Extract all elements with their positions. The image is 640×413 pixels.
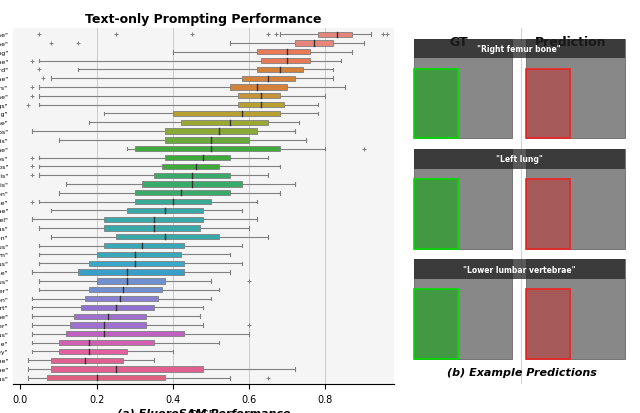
Bar bbox=[89, 261, 184, 266]
Bar bbox=[66, 331, 184, 337]
Bar bbox=[414, 40, 513, 139]
Bar bbox=[85, 296, 157, 301]
Bar bbox=[135, 147, 280, 152]
Bar bbox=[165, 138, 249, 143]
Bar bbox=[89, 287, 161, 293]
Bar bbox=[526, 69, 570, 139]
Bar bbox=[414, 290, 458, 359]
Text: (a) FluoroSAM Performance: (a) FluoroSAM Performance bbox=[116, 407, 290, 413]
Bar bbox=[526, 69, 570, 139]
Bar bbox=[59, 340, 154, 345]
Bar bbox=[104, 217, 204, 222]
Bar bbox=[414, 260, 513, 359]
Bar bbox=[165, 156, 230, 161]
Bar bbox=[414, 150, 625, 169]
Bar bbox=[116, 235, 219, 240]
Bar bbox=[257, 50, 310, 55]
Bar bbox=[238, 94, 280, 99]
Bar bbox=[97, 252, 180, 257]
Bar bbox=[414, 150, 513, 249]
Bar bbox=[51, 366, 204, 372]
Bar bbox=[295, 41, 333, 47]
Bar bbox=[165, 129, 257, 134]
Text: "Lower lumbar vertebrae": "Lower lumbar vertebrae" bbox=[463, 265, 575, 274]
Text: GT: GT bbox=[449, 36, 468, 49]
Bar bbox=[47, 375, 165, 380]
Bar bbox=[127, 208, 204, 214]
Bar bbox=[173, 112, 280, 117]
Bar bbox=[59, 349, 127, 354]
Text: Prediction: Prediction bbox=[535, 36, 607, 49]
Text: "Left lung": "Left lung" bbox=[496, 155, 543, 164]
Bar bbox=[526, 40, 625, 139]
Bar bbox=[97, 279, 165, 284]
Bar bbox=[414, 260, 625, 279]
Bar bbox=[81, 305, 154, 310]
Bar bbox=[257, 68, 303, 73]
Bar bbox=[414, 69, 458, 139]
Bar bbox=[70, 323, 147, 328]
Text: (b) Example Predictions: (b) Example Predictions bbox=[447, 367, 596, 377]
Bar bbox=[135, 191, 230, 196]
Bar bbox=[238, 103, 284, 108]
Bar bbox=[526, 290, 570, 359]
Bar bbox=[51, 358, 124, 363]
Bar bbox=[526, 150, 625, 249]
Bar bbox=[526, 260, 625, 359]
Title: Text-only Prompting Performance: Text-only Prompting Performance bbox=[85, 13, 322, 26]
Bar bbox=[180, 120, 268, 126]
Bar bbox=[414, 180, 458, 249]
Bar bbox=[260, 59, 310, 64]
Bar bbox=[414, 69, 458, 139]
Bar bbox=[161, 164, 219, 170]
Bar bbox=[414, 180, 458, 249]
Text: "Right femur bone": "Right femur bone" bbox=[477, 45, 561, 54]
Bar bbox=[77, 270, 184, 275]
Bar bbox=[135, 199, 211, 205]
Bar bbox=[526, 290, 570, 359]
Bar bbox=[526, 180, 570, 249]
X-axis label: DICE: DICE bbox=[190, 409, 217, 413]
Bar bbox=[414, 40, 625, 59]
Bar bbox=[526, 180, 570, 249]
Bar bbox=[143, 182, 242, 187]
Bar bbox=[242, 76, 295, 82]
Bar bbox=[74, 314, 147, 319]
Bar bbox=[104, 243, 184, 249]
Bar bbox=[414, 290, 458, 359]
Bar bbox=[154, 173, 230, 178]
Bar bbox=[230, 85, 287, 90]
Bar bbox=[104, 226, 200, 231]
Bar bbox=[318, 33, 352, 38]
